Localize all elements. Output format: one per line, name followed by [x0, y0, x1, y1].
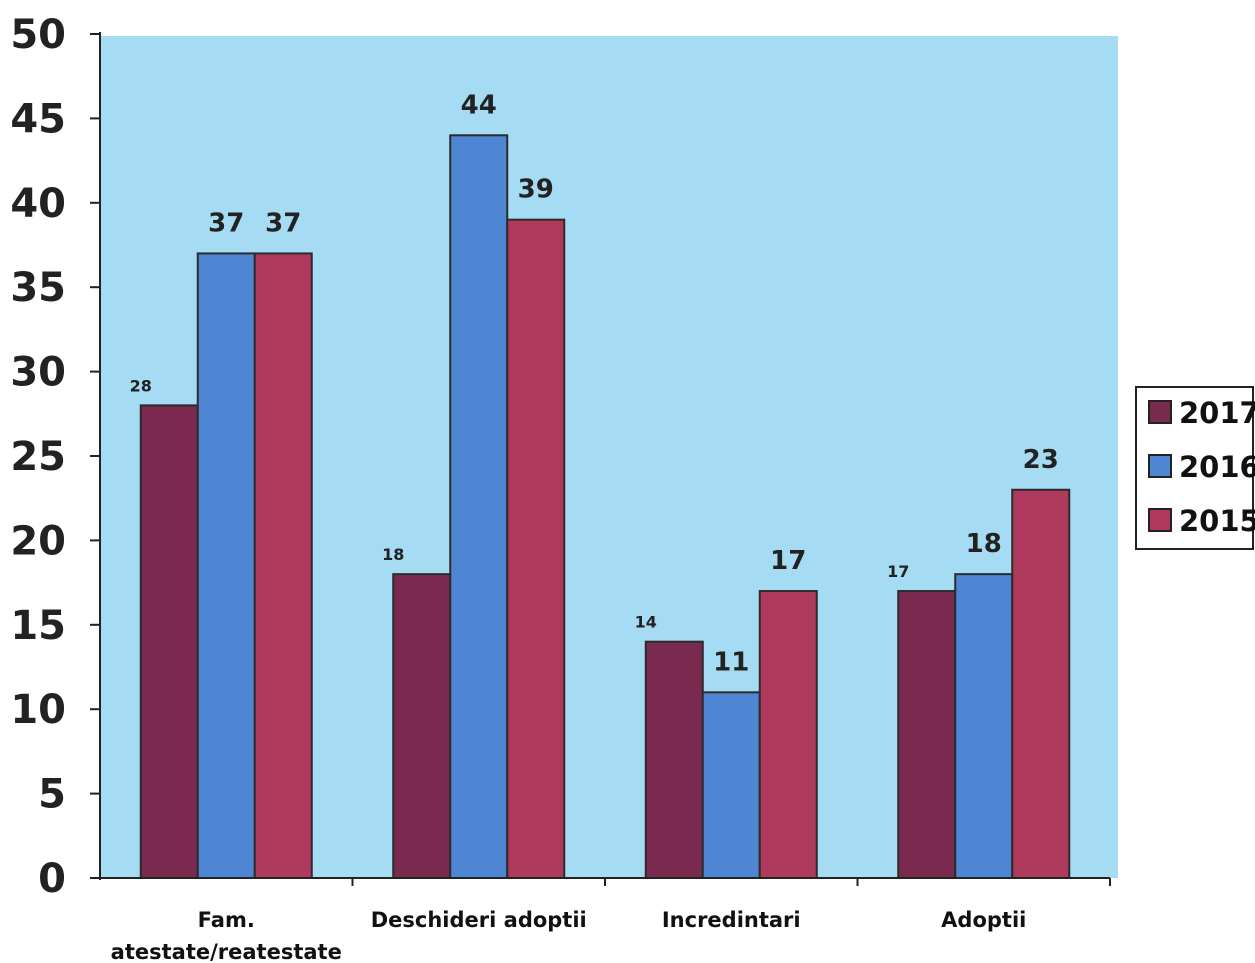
y-tick-label-25: 25	[10, 434, 66, 480]
y-tick-label-0: 0	[38, 856, 66, 902]
bar-2016-3	[701, 691, 761, 879]
bar-2015-4	[1011, 488, 1071, 879]
bar-2017-4	[897, 590, 957, 879]
legend: 2017 2016 2015	[1135, 386, 1255, 550]
data-label-2015-4: 23	[1023, 445, 1059, 475]
data-label-2017-2: 18	[382, 545, 404, 564]
legend-swatch-2016	[1148, 454, 1172, 478]
y-tick-label-30: 30	[10, 350, 66, 396]
legend-label-2015: 2015	[1179, 504, 1255, 538]
x-tick-label-3: Incredintari	[662, 908, 801, 932]
bar-2016-2	[449, 134, 509, 879]
x-tick-label-2: Deschideri adoptii	[371, 908, 587, 932]
legend-label-2017: 2017	[1179, 396, 1255, 430]
bar-2017-1	[139, 404, 199, 879]
bar-2015-3	[758, 590, 818, 879]
data-label-2017-1: 28	[130, 376, 152, 395]
legend-swatch-2017	[1148, 400, 1172, 424]
bar-2015-2	[506, 218, 566, 879]
data-label-2017-4: 17	[887, 562, 909, 581]
data-label-2016-2: 44	[461, 90, 497, 120]
data-label-2017-3: 14	[635, 613, 657, 632]
bar-2015-1	[253, 252, 313, 879]
y-tick-label-45: 45	[10, 96, 66, 142]
data-label-2015-2: 39	[518, 175, 554, 205]
y-tick-label-20: 20	[10, 518, 66, 564]
data-label-2016-3: 11	[713, 647, 749, 677]
bars-layer	[139, 134, 1071, 879]
legend-label-2016: 2016	[1179, 450, 1255, 484]
bar-2016-4	[954, 573, 1014, 879]
data-label-2015-3: 17	[770, 546, 806, 576]
y-tick-label-50: 50	[10, 12, 66, 58]
y-tick-label-35: 35	[10, 265, 66, 311]
y-tick-label-40: 40	[10, 181, 66, 227]
legend-swatch-2015	[1148, 508, 1172, 532]
data-label-2016-1: 37	[208, 208, 244, 238]
data-label-2015-1: 37	[265, 208, 301, 238]
bar-2017-3	[644, 640, 704, 879]
data-label-2016-4: 18	[966, 529, 1002, 559]
y-tick-label-5: 5	[38, 772, 66, 818]
bar-2016-1	[196, 252, 256, 879]
x-tick-label-1-line-1: Fam.	[198, 908, 255, 932]
x-tick-label-1-line-2: atestate/reatestate	[111, 940, 342, 963]
data-labels-layer: 28 37 37 18 44 39 14 11 17 17 18 23	[130, 90, 1059, 677]
x-tick-label-4: Adoptii	[941, 908, 1026, 932]
y-tick-label-10: 10	[10, 687, 66, 733]
y-tick-label-15: 15	[10, 603, 66, 649]
axes-layer: Fam. atestate/reatestate Deschideri adopti…	[10, 12, 1111, 963]
bar-2017-2	[392, 573, 452, 879]
